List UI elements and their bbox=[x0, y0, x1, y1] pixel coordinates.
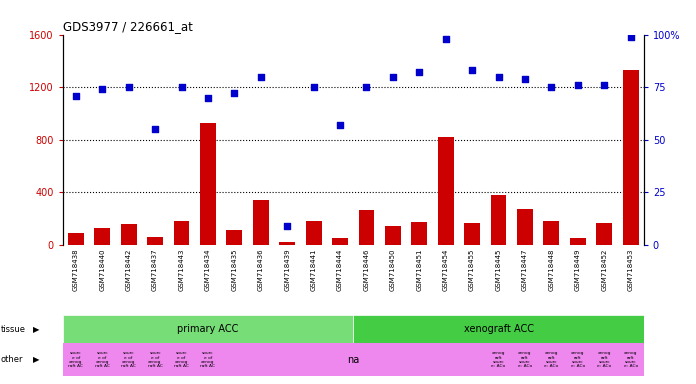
Text: primary ACC: primary ACC bbox=[177, 324, 239, 334]
Bar bbox=[200, 122, 216, 245]
Bar bbox=[570, 238, 586, 245]
Bar bbox=[68, 233, 84, 245]
Text: xenog
raft
sourc
e: ACo: xenog raft sourc e: ACo bbox=[491, 351, 505, 368]
Point bbox=[387, 74, 398, 80]
Text: GSM718443: GSM718443 bbox=[178, 248, 184, 291]
Point bbox=[255, 74, 267, 80]
Point bbox=[519, 76, 530, 82]
Point bbox=[466, 67, 477, 73]
Text: GSM718445: GSM718445 bbox=[496, 248, 502, 291]
Text: sourc
e of
xenog
raft AC: sourc e of xenog raft AC bbox=[95, 351, 110, 368]
Bar bbox=[623, 70, 638, 245]
Text: GSM718438: GSM718438 bbox=[73, 248, 79, 291]
Bar bbox=[121, 225, 136, 245]
Bar bbox=[596, 223, 612, 245]
Text: GSM718446: GSM718446 bbox=[363, 248, 370, 291]
Point bbox=[123, 84, 134, 90]
Text: GSM718444: GSM718444 bbox=[337, 248, 343, 291]
Text: GSM718454: GSM718454 bbox=[443, 248, 449, 291]
Bar bbox=[544, 220, 560, 245]
Bar bbox=[411, 222, 427, 245]
Point bbox=[546, 84, 557, 90]
Text: xenog
raft
sourc
e: ACo: xenog raft sourc e: ACo bbox=[518, 351, 532, 368]
Text: GSM718451: GSM718451 bbox=[416, 248, 422, 291]
Point bbox=[625, 33, 636, 40]
Text: GSM718439: GSM718439 bbox=[284, 248, 290, 291]
Text: xenog
raft
sourc
e: ACo: xenog raft sourc e: ACo bbox=[544, 351, 558, 368]
Point bbox=[282, 223, 293, 229]
Text: sourc
e of
xenog
raft AC: sourc e of xenog raft AC bbox=[121, 351, 136, 368]
Text: tissue: tissue bbox=[1, 325, 26, 334]
Text: GSM718455: GSM718455 bbox=[469, 248, 475, 291]
Text: ▶: ▶ bbox=[33, 355, 39, 364]
Text: GSM718442: GSM718442 bbox=[126, 248, 132, 291]
Bar bbox=[279, 242, 295, 245]
Bar bbox=[226, 230, 242, 245]
Point bbox=[440, 36, 451, 42]
Text: GSM718448: GSM718448 bbox=[548, 248, 554, 291]
Point bbox=[361, 84, 372, 90]
Text: sourc
e of
xenog
raft AC: sourc e of xenog raft AC bbox=[68, 351, 84, 368]
Text: GDS3977 / 226661_at: GDS3977 / 226661_at bbox=[63, 20, 193, 33]
Point bbox=[97, 86, 108, 92]
Point bbox=[203, 94, 214, 101]
Text: GSM718440: GSM718440 bbox=[100, 248, 105, 291]
Text: GSM718437: GSM718437 bbox=[152, 248, 158, 291]
Point bbox=[572, 82, 583, 88]
Text: GSM718434: GSM718434 bbox=[205, 248, 211, 291]
Bar bbox=[253, 200, 269, 245]
Bar bbox=[464, 223, 480, 245]
Text: GSM718435: GSM718435 bbox=[231, 248, 237, 291]
Bar bbox=[306, 220, 322, 245]
Text: GSM718436: GSM718436 bbox=[258, 248, 264, 291]
Text: GSM718453: GSM718453 bbox=[628, 248, 633, 291]
Text: na: na bbox=[347, 355, 359, 365]
Point bbox=[176, 84, 187, 90]
Text: xenog
raft
sourc
e: ACo: xenog raft sourc e: ACo bbox=[624, 351, 638, 368]
Point bbox=[308, 84, 319, 90]
Text: GSM718441: GSM718441 bbox=[310, 248, 317, 291]
Bar bbox=[63, 315, 354, 343]
Text: sourc
e of
xenog
raft AC: sourc e of xenog raft AC bbox=[200, 351, 215, 368]
Text: sourc
e of
xenog
raft AC: sourc e of xenog raft AC bbox=[148, 351, 163, 368]
Bar bbox=[354, 315, 644, 343]
Text: xenog
raft
sourc
e: ACo: xenog raft sourc e: ACo bbox=[571, 351, 585, 368]
Point bbox=[229, 90, 240, 96]
Text: GSM718447: GSM718447 bbox=[522, 248, 528, 291]
Text: other: other bbox=[1, 355, 23, 364]
Point bbox=[493, 74, 504, 80]
Text: GSM718452: GSM718452 bbox=[601, 248, 607, 291]
Text: ▶: ▶ bbox=[33, 325, 39, 334]
Bar bbox=[95, 228, 110, 245]
Text: sourc
e of
xenog
raft AC: sourc e of xenog raft AC bbox=[174, 351, 189, 368]
Bar bbox=[517, 209, 533, 245]
Text: xenog
raft
sourc
e: ACo: xenog raft sourc e: ACo bbox=[597, 351, 611, 368]
Point bbox=[335, 122, 346, 128]
Point bbox=[599, 82, 610, 88]
Point bbox=[150, 126, 161, 132]
Bar bbox=[332, 238, 348, 245]
Point bbox=[413, 70, 425, 76]
Bar bbox=[491, 195, 507, 245]
Text: GSM718449: GSM718449 bbox=[575, 248, 580, 291]
Text: GSM718450: GSM718450 bbox=[390, 248, 396, 291]
Bar bbox=[147, 237, 163, 245]
Bar bbox=[385, 227, 401, 245]
Bar bbox=[173, 220, 189, 245]
Bar bbox=[438, 137, 454, 245]
Point bbox=[70, 93, 81, 99]
Bar bbox=[358, 210, 374, 245]
Text: xenograft ACC: xenograft ACC bbox=[464, 324, 534, 334]
